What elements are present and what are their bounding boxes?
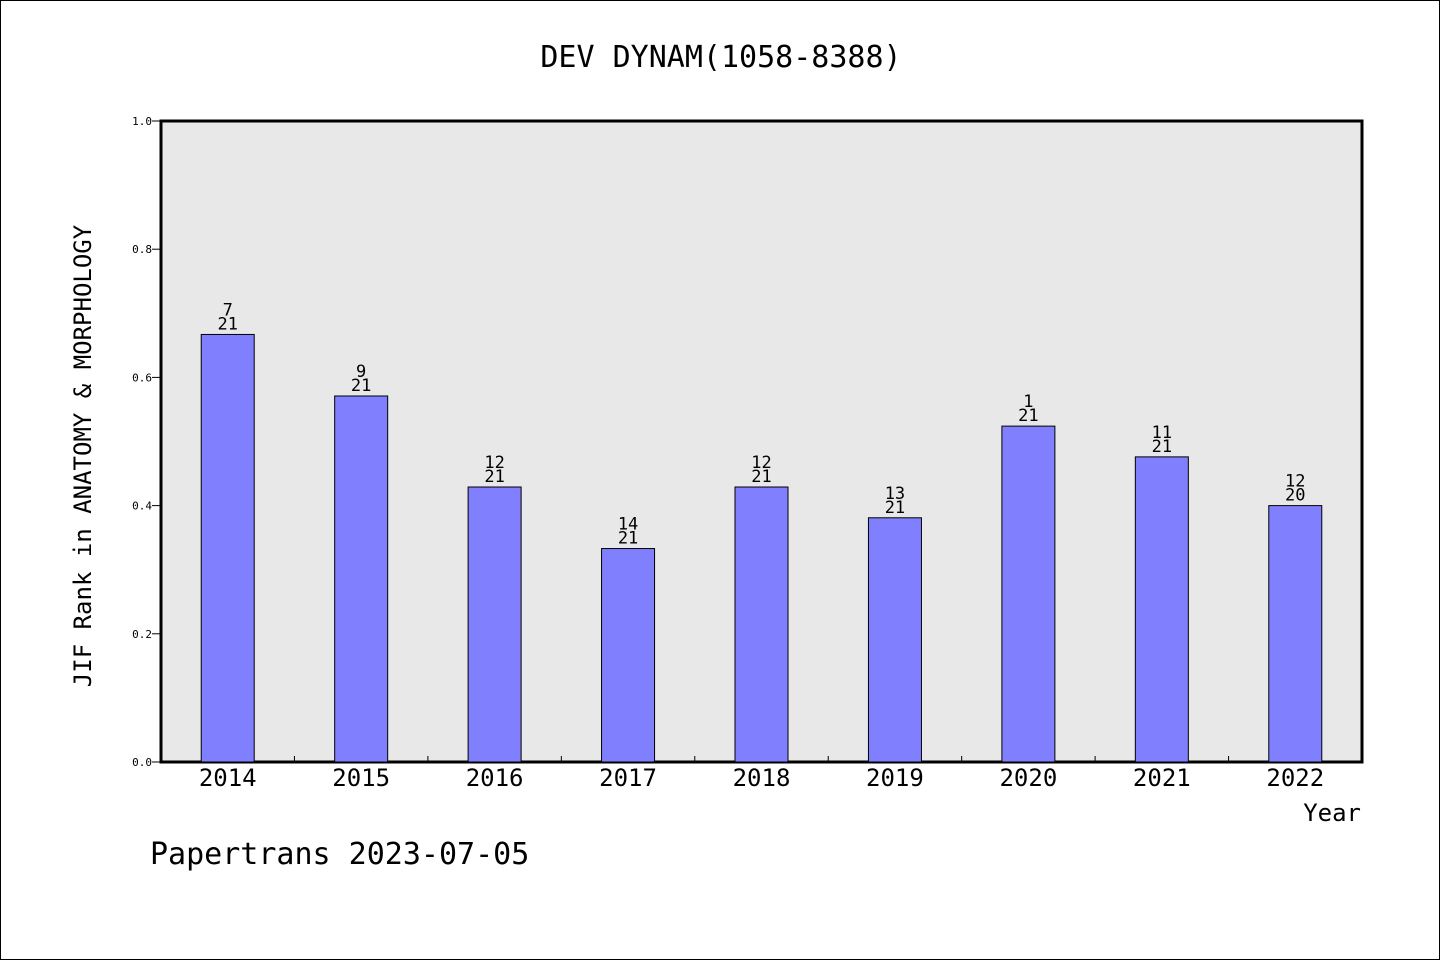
x-tick-label: 2018 [733, 764, 791, 792]
bar-2018 [734, 486, 789, 763]
rank-label: 7 [223, 300, 233, 320]
rank-label: 12 [1285, 472, 1305, 492]
bar-2019 [867, 517, 922, 763]
y-axis-label: JIF Rank in ANATOMY & MORPHOLOGY [69, 224, 97, 687]
y-tick-label: 0.6 [132, 371, 152, 384]
total-label: 21 [484, 467, 504, 487]
total-label: 21 [885, 498, 905, 518]
bar-2014 [200, 333, 255, 763]
y-tick-label: 0.8 [132, 243, 152, 256]
x-axis: 2014 2015 2016 2017 2018 2019 2020 2021 2022 [199, 756, 1324, 792]
x-tick-label: 2015 [332, 764, 390, 792]
bar-2016 [467, 486, 522, 763]
rank-label: 12 [484, 453, 504, 473]
x-tick-label: 2017 [599, 764, 657, 792]
total-label: 21 [751, 467, 771, 487]
x-axis-label: Year [1303, 799, 1361, 827]
rank-label: 14 [618, 515, 638, 535]
rank-label: 11 [1152, 423, 1172, 443]
chart-title: DEV DYNAM(1058-8388) [540, 40, 901, 75]
y-tick-label: 0.2 [132, 628, 152, 641]
bar-2017 [601, 548, 656, 763]
rank-label: 13 [885, 484, 905, 504]
x-tick-label: 2014 [199, 764, 257, 792]
y-tick-label: 0.4 [132, 500, 152, 513]
total-label: 21 [217, 314, 237, 334]
y-axis: 0.0 0.2 0.4 0.6 0.8 1.0 [132, 115, 161, 769]
x-tick-label: 2020 [999, 764, 1057, 792]
total-label: 21 [1152, 437, 1172, 457]
x-tick-label: 2022 [1266, 764, 1324, 792]
bar-2020 [1001, 425, 1056, 763]
x-tick-label: 2021 [1133, 764, 1191, 792]
footer-credit: Papertrans 2023-07-05 [150, 837, 529, 872]
total-label: 21 [351, 376, 371, 396]
total-label: 21 [618, 529, 638, 549]
y-tick-label: 0.0 [132, 756, 152, 769]
bar-2021 [1134, 456, 1189, 763]
y-tick-label: 1.0 [132, 115, 152, 128]
rank-label: 12 [751, 453, 771, 473]
total-label: 21 [1018, 406, 1038, 426]
rank-label: 1 [1023, 392, 1033, 412]
x-tick-label: 2016 [466, 764, 524, 792]
total-label: 20 [1285, 486, 1305, 506]
bar-2015 [334, 395, 389, 763]
bars [200, 333, 1323, 763]
bar-2022 [1268, 505, 1323, 763]
rank-label: 9 [356, 362, 366, 382]
x-tick-label: 2019 [866, 764, 924, 792]
